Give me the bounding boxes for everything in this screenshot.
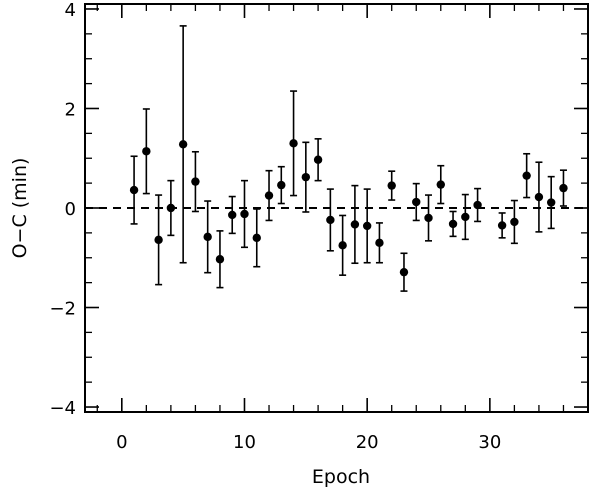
data-point (559, 183, 568, 193)
x-tick-label: 0 (116, 432, 127, 453)
y-tick-label: 0 (65, 199, 76, 220)
data-point (313, 155, 323, 164)
x-tick-label: 30 (478, 432, 501, 453)
data-point (129, 185, 139, 195)
data-point (436, 180, 445, 189)
data-point (264, 191, 274, 200)
data-point (166, 203, 176, 213)
data-point (142, 147, 151, 156)
data-point (154, 235, 163, 245)
data-point (522, 171, 531, 180)
data-point (203, 232, 212, 242)
y-tick-label: −4 (49, 398, 76, 419)
y-axis-label: O−C (min) (9, 158, 31, 259)
data-point (510, 217, 519, 227)
data-point (546, 198, 556, 207)
x-axis-label: Epoch (312, 466, 370, 488)
data-point (362, 221, 372, 231)
x-tick-label: 20 (356, 432, 379, 453)
data-point (240, 209, 249, 219)
data-point (301, 172, 311, 182)
data-point (350, 220, 360, 229)
data-point (289, 139, 298, 148)
y-tick-label: 4 (65, 0, 76, 21)
y-tick-label: 2 (65, 99, 76, 120)
data-point (277, 180, 286, 190)
data-point (448, 219, 458, 229)
data-point (326, 215, 335, 225)
data-point (191, 177, 200, 186)
data-point (461, 212, 470, 222)
data-point (412, 197, 421, 207)
data-point (252, 233, 261, 243)
data-point (338, 241, 347, 250)
data-point (424, 213, 433, 223)
y-tick-label: −2 (49, 299, 76, 320)
x-tick-label: 10 (233, 432, 256, 453)
data-point (387, 181, 396, 190)
data-point (375, 238, 384, 248)
data-point (399, 267, 409, 277)
data-point (497, 221, 507, 230)
data-point (473, 200, 482, 210)
data-point (228, 210, 237, 220)
data-point (215, 255, 225, 264)
data-point (178, 140, 188, 149)
data-point (534, 192, 544, 202)
